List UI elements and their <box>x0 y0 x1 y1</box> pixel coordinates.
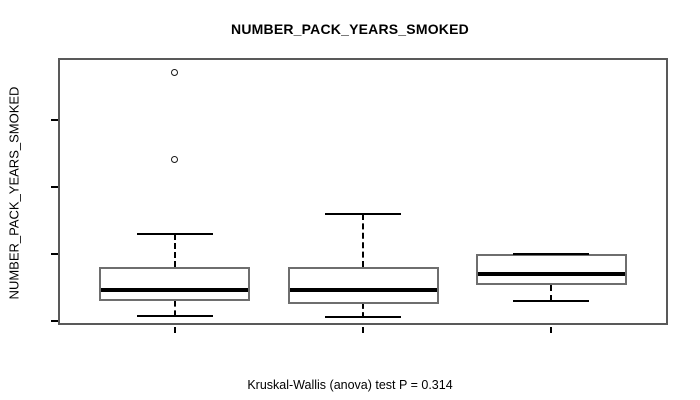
y-tick <box>51 118 58 121</box>
outlier-point <box>171 68 179 76</box>
y-tick <box>51 185 58 188</box>
box <box>287 267 439 304</box>
whisker-cap-lower <box>136 314 213 317</box>
whisker-cap-upper <box>136 232 213 235</box>
whisker-upper <box>362 213 364 268</box>
median-line <box>477 271 625 276</box>
whisker-cap-lower <box>325 315 401 318</box>
whisker-lower <box>362 303 364 317</box>
whisker-cap-lower <box>513 299 590 302</box>
box <box>99 267 251 301</box>
y-tick <box>51 252 58 255</box>
box <box>475 253 627 285</box>
median-line <box>101 288 249 293</box>
whisker-lower <box>550 284 553 301</box>
y-axis-label: NUMBER_PACK_YEARS_SMOKED <box>6 86 22 300</box>
chart-title: NUMBER_PACK_YEARS_SMOKED <box>231 21 469 37</box>
whisker-cap-upper <box>325 212 401 215</box>
whisker-cap-upper <box>513 252 590 255</box>
y-tick <box>51 320 58 322</box>
stat-test-caption: Kruskal-Wallis (anova) test P = 0.314 <box>247 378 453 392</box>
x-tick <box>550 327 553 333</box>
whisker-upper <box>173 233 176 268</box>
outlier-point <box>171 156 179 164</box>
x-tick <box>362 327 364 333</box>
whisker-lower <box>173 300 176 316</box>
median-line <box>289 288 437 293</box>
x-tick <box>173 327 176 333</box>
